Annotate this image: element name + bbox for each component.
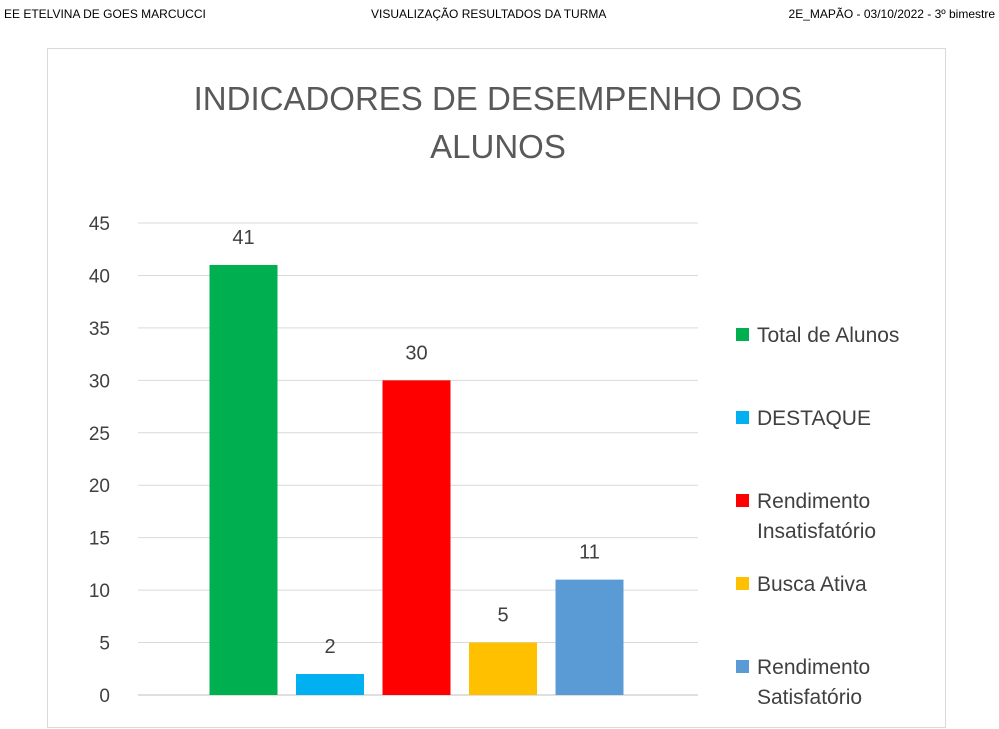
y-tick-label: 15 [89,529,110,550]
y-tick-label: 45 [89,214,110,235]
legend-label: Satisfatório [757,686,862,709]
y-tick-label: 0 [99,686,110,707]
legend-label: Insatisfatório [757,520,876,543]
y-tick-label: 25 [89,424,110,445]
y-tick-label: 30 [89,371,110,392]
bar-value-label: 5 [497,605,508,627]
chart-area: INDICADORES DE DESEMPENHO DOS ALUNOS 0 5 10 1… [47,48,946,728]
legend-label: Total de Alunos [757,324,899,347]
bar [296,674,364,695]
y-tick-label: 20 [89,476,110,497]
bar-value-label: 41 [232,227,254,249]
legend-swatch [736,494,749,507]
legend-swatch [736,577,749,590]
class-info: 2E_MAPÃO - 03/10/2022 - 3º bimestre [788,7,995,21]
bar [209,264,278,695]
bar [555,579,624,695]
bar-chart: INDICADORES DE DESEMPENHO DOS ALUNOS 0 5 10 1… [89,80,900,709]
bar-value-label: 11 [579,542,600,564]
chart-title-line: ALUNOS [430,128,566,165]
bar [382,380,451,695]
y-tick-label: 5 [99,634,110,655]
legend-swatch [736,328,749,341]
y-tick-label: 40 [89,266,110,287]
y-tick-label: 10 [89,581,110,602]
bar [469,642,537,695]
y-tick-label: 35 [89,319,110,340]
view-title: VISUALIZAÇÃO RESULTADOS DA TURMA [371,7,607,21]
bar-value-label: 30 [405,342,427,364]
legend-label: Busca Ativa [757,573,867,596]
legend-label: Rendimento [757,490,870,513]
school-name: EE ETELVINA DE GOES MARCUCCI [4,7,206,21]
legend-label: Rendimento [757,656,870,679]
chart-title-line: INDICADORES DE DESEMPENHO DOS [194,80,803,117]
legend-swatch [736,411,749,424]
legend-label: DESTAQUE [757,407,871,430]
bar-value-label: 2 [324,636,335,658]
legend-swatch [736,660,749,673]
